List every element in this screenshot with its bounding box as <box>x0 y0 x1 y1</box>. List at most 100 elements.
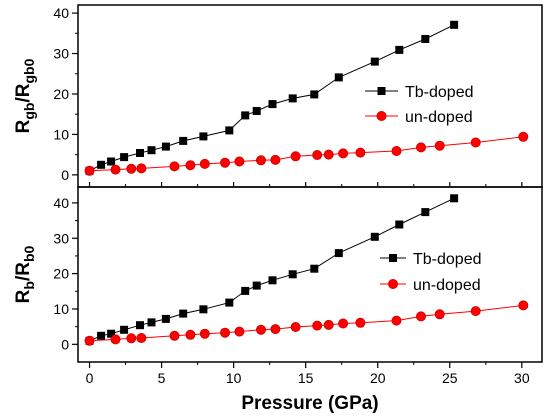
data-point <box>312 320 323 331</box>
x-tick-label: 25 <box>442 370 458 386</box>
data-point <box>179 309 188 318</box>
data-point <box>199 305 208 314</box>
y-axis-label-part: R <box>13 119 34 133</box>
data-point <box>290 321 301 332</box>
data-point <box>147 146 156 155</box>
y-axis-label: Rgb/Rgb0 <box>13 58 37 133</box>
data-point <box>185 329 196 340</box>
x-tick-label: 0 <box>86 370 94 386</box>
legend-marker <box>387 278 398 289</box>
data-point <box>470 306 481 317</box>
data-point <box>241 111 250 120</box>
data-point <box>126 163 137 174</box>
data-point <box>355 317 366 328</box>
data-point <box>270 324 281 335</box>
data-point <box>268 276 277 285</box>
data-point <box>84 335 95 346</box>
panel-top: 0 10 20 30 40 Rgb/Rgb0 Tb-doped un-doped <box>13 4 543 188</box>
data-point <box>199 328 210 339</box>
data-point <box>470 137 481 148</box>
plot-frame <box>77 186 543 363</box>
y-tick-label: 30 <box>53 46 69 62</box>
data-point <box>169 161 180 172</box>
legend-label: Tb-doped <box>405 84 474 101</box>
data-point <box>421 35 430 43</box>
y-axis-label: Rb/Rb0 <box>13 245 37 303</box>
legend-entry: Tb-doped <box>365 84 474 101</box>
data-point <box>179 136 188 145</box>
data-point <box>199 158 210 169</box>
data-point <box>241 286 250 295</box>
x-axis-label: Pressure (GPa) <box>241 393 378 414</box>
data-point <box>255 155 266 166</box>
y-axis-label-part: R <box>13 289 34 303</box>
y-axis-label-subscript: b0 <box>21 245 37 262</box>
data-point <box>136 332 147 343</box>
data-point <box>415 311 426 322</box>
data-point <box>290 151 301 162</box>
y-tick-label: 0 <box>61 336 69 352</box>
series-tb-doped <box>85 20 459 175</box>
data-point <box>97 331 106 340</box>
x-tick-label: 20 <box>370 370 386 386</box>
x-tick-label: 5 <box>158 370 166 386</box>
data-point <box>415 142 426 153</box>
data-point <box>199 132 208 141</box>
legend-marker <box>376 111 387 122</box>
data-point <box>370 57 379 66</box>
data-point <box>334 249 343 258</box>
data-point <box>450 20 459 29</box>
data-point <box>107 157 116 166</box>
y-axis-label-subscript: b <box>21 281 37 290</box>
data-point <box>126 333 137 344</box>
data-point <box>334 73 343 82</box>
data-point <box>288 94 297 103</box>
data-point <box>288 270 297 279</box>
data-point <box>434 309 445 320</box>
data-point <box>421 208 430 217</box>
data-point <box>338 318 349 329</box>
data-point <box>136 321 144 330</box>
data-point <box>370 232 379 241</box>
data-point <box>169 330 180 341</box>
data-point <box>270 154 281 165</box>
y-axis-label-part: /R <box>13 83 34 102</box>
y-tick-label: 10 <box>53 301 69 317</box>
y-tick-label: 40 <box>53 5 69 21</box>
data-point <box>252 107 261 115</box>
series-un-doped <box>84 131 529 176</box>
data-point <box>161 314 170 323</box>
data-point <box>355 147 366 158</box>
legend-label: Tb-doped <box>413 251 482 268</box>
data-point <box>518 131 529 142</box>
legend: Tb-doped un-doped <box>380 251 482 294</box>
legend-entry: un-doped <box>365 109 473 126</box>
legend-label: un-doped <box>413 277 481 294</box>
data-point <box>252 281 261 290</box>
data-point <box>136 149 144 157</box>
data-point <box>234 326 245 337</box>
series-tb-doped <box>85 194 459 345</box>
legend: Tb-doped un-doped <box>365 84 474 126</box>
data-point <box>310 264 319 273</box>
data-point <box>84 165 95 176</box>
legend-entry: Tb-doped <box>380 251 482 268</box>
y-tick-label: 20 <box>53 266 69 282</box>
panel-bottom: 0 10 20 30 40 0 5 10 15 20 25 30 Rb/Rb0 Pressure (GPa… <box>13 186 543 414</box>
data-point <box>310 90 319 99</box>
data-point <box>219 157 230 168</box>
data-point <box>225 298 234 307</box>
data-point <box>323 149 334 160</box>
legend-marker <box>389 254 397 262</box>
data-point <box>219 327 230 338</box>
data-point <box>450 194 459 203</box>
data-point <box>161 142 170 151</box>
data-point <box>391 145 402 156</box>
data-point <box>234 156 245 167</box>
data-point <box>110 334 121 345</box>
y-axis-label-part: /R <box>13 262 34 281</box>
data-point <box>185 160 196 171</box>
data-point <box>110 164 121 175</box>
legend-entry: un-doped <box>380 277 481 294</box>
